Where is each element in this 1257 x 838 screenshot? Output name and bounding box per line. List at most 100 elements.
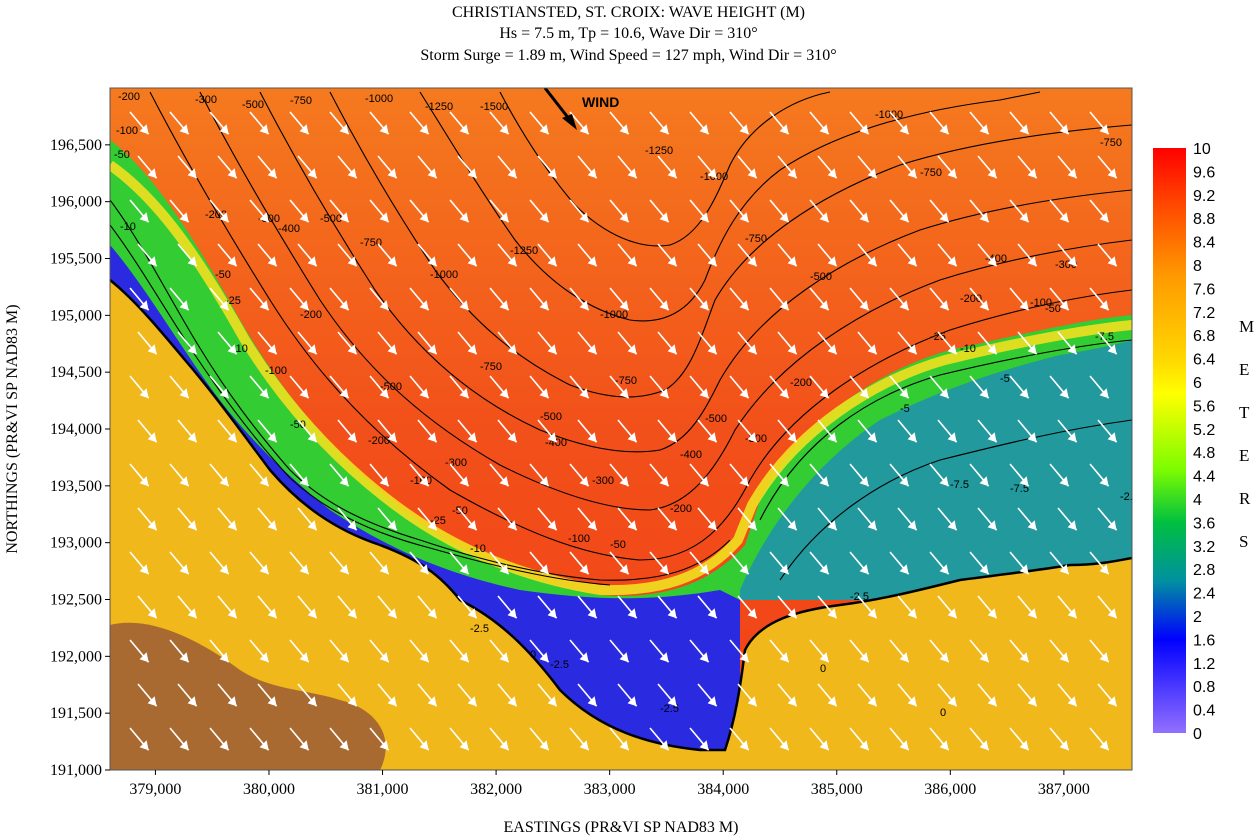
contour-label: 0 (530, 649, 536, 661)
wave-arrow-head (939, 564, 949, 575)
wave-arrow-head (179, 212, 189, 223)
wave-arrow-head (867, 432, 877, 443)
contour-label: -100 (116, 125, 138, 137)
wave-arrow-head (747, 168, 757, 179)
wave-arrow-head (899, 740, 909, 751)
wave-arrow-head (1067, 696, 1077, 707)
contour-label: -300 (195, 94, 217, 106)
wave-arrow-head (539, 740, 549, 751)
wave-arrow-head (939, 300, 949, 311)
wave-arrow-head (307, 608, 317, 619)
wave-arrow-head (1019, 476, 1029, 487)
x-tick-label: 383,000 (584, 781, 636, 798)
map-layers: -200 -300 -100 -500 -750 -1000 -1250 -15… (110, 88, 1132, 770)
wave-arrow-head (267, 696, 277, 707)
wave-arrow-head (747, 520, 757, 531)
chart-title: CHRISTIANSTED, ST. CROIX: WAVE HEIGHT (M… (451, 4, 806, 21)
wave-arrow-head (1107, 432, 1117, 443)
wave-arrow-head (1099, 300, 1109, 311)
colorbar-label: 4.4 (1193, 469, 1215, 486)
wave-arrow-head (379, 652, 389, 663)
wave-arrow-head (219, 740, 229, 751)
wave-arrow-head (267, 432, 277, 443)
coastline (110, 279, 1132, 752)
wave-arrow-head (339, 212, 349, 223)
wave-arrow-head (459, 652, 469, 663)
wave-arrow-head (659, 476, 669, 487)
wave-arrow-head (1067, 608, 1077, 619)
wave-arrow-head (267, 344, 277, 355)
contour-label: -200 (118, 91, 140, 103)
wave-arrow-head (787, 168, 797, 179)
contour-label: -7.5 (950, 479, 969, 491)
contour-label: -25 (930, 331, 946, 343)
wave-arrow-head (787, 432, 797, 443)
wave-arrow-head (1059, 212, 1069, 223)
colorbar (1153, 148, 1186, 733)
wave-arrow-head (947, 608, 957, 619)
wave-arrow-head (547, 344, 557, 355)
wave-arrow-head (1067, 256, 1077, 267)
wave-arrow-head (859, 212, 869, 223)
wave-arrow-head (859, 564, 869, 575)
contour-label: -50 (215, 269, 231, 281)
wave-arrow-head (667, 344, 677, 355)
wave-arrow-head (987, 520, 997, 531)
wave-arrow-head (387, 696, 397, 707)
wave-arrow-head (187, 608, 197, 619)
wave-arrow-head (347, 344, 357, 355)
wave-arrow-head (1099, 740, 1109, 751)
colorbar-label: 4.8 (1193, 445, 1215, 462)
wave-arrow-head (187, 696, 197, 707)
wave-arrow-head (259, 124, 269, 135)
contour-label: -200 (300, 309, 322, 321)
wave-arrow-head (307, 520, 317, 531)
wave-arrow-head (147, 256, 157, 267)
contour-label: -500 (242, 99, 264, 111)
wave-arrow-head (987, 344, 997, 355)
y-tick-label: 191,500 (50, 705, 102, 722)
wave-arrow-head (219, 212, 229, 223)
wave-arrow-head (1027, 256, 1037, 267)
wave-arrow-head (979, 212, 989, 223)
wave-arrow-head (939, 388, 949, 399)
wave-arrow-head (1067, 432, 1077, 443)
x-tick-label: 382,000 (470, 781, 522, 798)
wave-arrow-head (627, 256, 637, 267)
wave-arrow-head (899, 564, 909, 575)
contour-label: -50 (610, 539, 626, 551)
wave-arrow-head (459, 300, 469, 311)
wave-arrow-head (947, 168, 957, 179)
wave-arrow-head (1099, 212, 1109, 223)
wave-arrow-head (459, 476, 469, 487)
wave-arrow-head (227, 520, 237, 531)
colorbar-label: 9.2 (1193, 188, 1215, 205)
wave-arrow-head (419, 740, 429, 751)
wave-arrow-head (507, 432, 517, 443)
wave-arrow-head (787, 696, 797, 707)
x-tick-label: 387,000 (1038, 781, 1090, 798)
wave-arrow-head (827, 168, 837, 179)
wave-arrow-head (779, 300, 789, 311)
wave-arrow-head (347, 520, 357, 531)
wind-label: WIND (582, 94, 619, 110)
wave-arrow-head (499, 564, 509, 575)
colorbar-label: 3.2 (1193, 539, 1215, 556)
y-axis-ticks: 196,500 196,000 195,500 195,000 194,500 194,0… (50, 137, 110, 779)
wave-arrow-head (339, 564, 349, 575)
colorbar-labels: 10 9.6 9.2 8.8 8.4 8 7.6 7.2 6.8 6.4 6 5.6 5.2 4.8 4.4… (1193, 141, 1215, 743)
wave-arrow-head (939, 740, 949, 751)
wave-arrow-head (427, 432, 437, 443)
wave-arrow-head (219, 388, 229, 399)
wave-arrow-head (819, 124, 829, 135)
wave-arrow-head (387, 432, 397, 443)
wave-arrow-head (179, 124, 189, 135)
contour-label: -1000 (430, 269, 458, 281)
wave-arrow-head (379, 124, 389, 135)
wave-arrow-head (787, 344, 797, 355)
wave-arrow-head (579, 476, 589, 487)
wave-arrow-head (899, 388, 909, 399)
wave-arrow-head (259, 652, 269, 663)
wave-arrow-head (179, 300, 189, 311)
wave-arrow-head (979, 652, 989, 663)
